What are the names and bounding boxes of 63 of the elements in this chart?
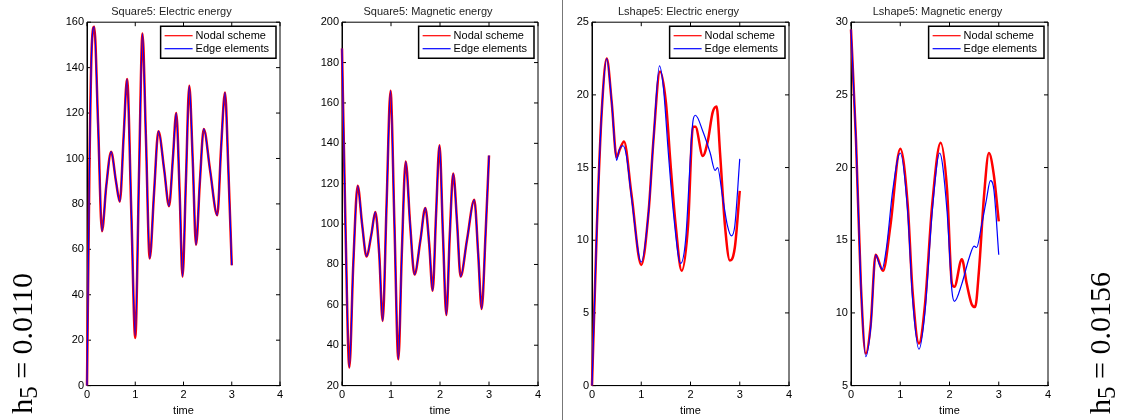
y-tick-label: 200 — [320, 15, 339, 28]
y-tick-label: 20 — [71, 333, 84, 346]
y-tick-label: 60 — [71, 242, 84, 255]
y-tick-label: 15 — [835, 233, 848, 246]
x-tick-label: 1 — [132, 388, 139, 401]
legend-label: Edge elements — [704, 41, 779, 54]
y-tick-label: 0 — [77, 378, 84, 391]
y-tick-label: 120 — [65, 106, 84, 119]
y-tick-label: 40 — [71, 287, 84, 300]
x-tick-label: 4 — [276, 388, 284, 401]
x-tick-label: 3 — [485, 388, 493, 401]
legend-label: Nodal scheme — [195, 28, 266, 41]
x-tick-label: 1 — [387, 388, 395, 401]
y-tick-label: 80 — [71, 196, 84, 209]
y-tick-label: 20 — [326, 378, 339, 391]
y-tick-label: 140 — [320, 136, 339, 149]
x-axis-title: time — [939, 404, 960, 417]
y-tick-label: 15 — [576, 160, 589, 173]
y-tick-label: 20 — [576, 87, 589, 100]
x-tick-label: 1 — [638, 388, 645, 401]
x-tick-label: 4 — [534, 388, 542, 401]
y-tick-label: 100 — [320, 217, 339, 230]
legend-label: Nodal scheme — [704, 28, 775, 41]
y-tick-label: 10 — [835, 305, 848, 318]
x-tick-label: 4 — [785, 388, 793, 401]
legend-label: Nodal scheme — [453, 28, 524, 41]
y-tick-label: 140 — [65, 60, 84, 73]
legend-label: Edge elements — [963, 41, 1038, 54]
y-tick-label: 40 — [326, 338, 339, 351]
y-tick-label: 25 — [576, 15, 589, 28]
y-tick-label: 80 — [326, 257, 339, 270]
x-tick-label: 2 — [180, 388, 187, 401]
y-tick-label: 5 — [841, 378, 848, 391]
y-tick-label: 10 — [576, 233, 589, 246]
y-tick-label: 180 — [320, 55, 339, 68]
legend-label: Nodal scheme — [963, 28, 1034, 41]
x-axis-title: time — [429, 404, 451, 417]
y-tick-label: 100 — [65, 151, 84, 164]
y-tick-label: 60 — [326, 297, 339, 310]
x-tick-label: 2 — [946, 388, 953, 401]
y-tick-label: 5 — [582, 305, 589, 318]
legend-label: Edge elements — [453, 41, 528, 54]
chart-title: Lshape5: Magnetic energy — [872, 4, 1003, 17]
x-axis-title: time — [173, 404, 194, 417]
y-tick-label: 120 — [320, 176, 339, 189]
x-tick-label: 3 — [736, 388, 743, 401]
chart-title: Lshape5: Electric energy — [617, 4, 740, 17]
chart-title: Square5: Electric energy — [111, 4, 233, 17]
x-tick-label: 2 — [436, 388, 444, 401]
x-tick-label: 2 — [687, 388, 694, 401]
y-tick-label: 160 — [320, 95, 339, 108]
x-axis-title: time — [680, 404, 701, 417]
y-tick-label: 20 — [835, 160, 848, 173]
y-tick-label: 25 — [835, 87, 848, 100]
y-tick-label: 0 — [582, 378, 589, 391]
chart-title: Square5: Magnetic energy — [363, 4, 494, 17]
x-tick-label: 3 — [228, 388, 235, 401]
x-tick-label: 4 — [1044, 388, 1052, 401]
y-tick-label: 30 — [835, 15, 848, 28]
x-tick-label: 3 — [995, 388, 1002, 401]
legend-label: Edge elements — [195, 41, 270, 54]
y-tick-label: 160 — [65, 15, 84, 28]
x-tick-label: 1 — [897, 388, 904, 401]
